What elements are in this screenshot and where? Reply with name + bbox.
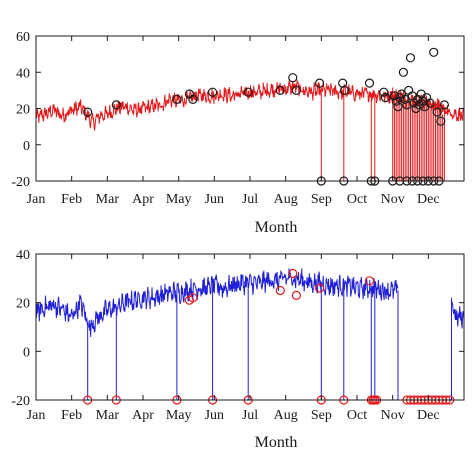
x-tick-label: May (166, 192, 192, 207)
top-chart: -20 0 20 40 60 Jan Feb Mar Apr May Jun Jul Aug Sep Oct… (11, 30, 465, 236)
data-marker (291, 85, 301, 96)
y-tick-label: 40 (16, 248, 30, 263)
data-marker (208, 87, 218, 97)
data-marker (339, 85, 350, 96)
series-line (35, 268, 465, 401)
x-tick-label: Apr (132, 408, 154, 423)
x-tick-label: Aug (274, 408, 298, 423)
x-tick-label: Jul (242, 408, 258, 423)
data-marker (432, 107, 442, 117)
x-axis-label: Month (255, 219, 298, 236)
data-marker (315, 78, 325, 88)
y-tick-label: 0 (23, 139, 30, 154)
data-marker (436, 116, 446, 126)
x-tick-label: May (166, 408, 192, 423)
data-marker (364, 276, 375, 286)
y-tick-label: -20 (11, 394, 30, 409)
data-marker (111, 100, 121, 110)
data-marker (275, 285, 285, 296)
x-tick-label: Sep (311, 408, 332, 423)
data-marker (243, 87, 253, 97)
y-tick-label: 40 (16, 66, 30, 81)
data-marker (338, 78, 348, 88)
x-tick-label: Jul (242, 192, 258, 207)
data-marker (429, 47, 439, 57)
data-marker (393, 102, 403, 112)
data-marker (380, 92, 391, 103)
data-marker (405, 53, 416, 63)
x-tick-label: Jun (205, 408, 224, 423)
y-tick-label: 20 (16, 103, 30, 118)
x-tick-label: Oct (347, 408, 367, 423)
x-tick-label: Aug (274, 192, 298, 207)
data-marker (275, 85, 285, 96)
x-tick-label: Jan (27, 192, 46, 207)
y-tick-label: 60 (16, 30, 30, 45)
data-marker (288, 73, 298, 83)
data-marker (83, 107, 93, 117)
y-tick-label: 0 (23, 345, 30, 360)
x-tick-label: Apr (132, 192, 154, 207)
x-tick-label: Feb (61, 408, 82, 423)
x-tick-label: Mar (96, 408, 120, 423)
x-tick-label: Mar (96, 192, 120, 207)
data-marker (172, 94, 182, 105)
x-tick-label: Sep (311, 192, 332, 207)
x-tick-label: Dec (417, 192, 440, 207)
x-tick-label: Nov (381, 408, 405, 423)
data-marker (439, 100, 449, 110)
y-tick-label: 20 (16, 297, 30, 312)
data-marker (288, 268, 298, 279)
data-marker (315, 283, 325, 293)
data-marker (398, 67, 408, 77)
data-marker (379, 87, 389, 97)
x-tick-label: Oct (347, 192, 367, 207)
x-tick-label: Jun (205, 192, 224, 207)
x-tick-label: Jan (27, 408, 46, 423)
bottom-chart: -20 0 20 40 Jan Feb Mar Apr May Jun Jul Aug Sep Oct No… (11, 248, 465, 451)
data-marker (291, 290, 301, 300)
data-marker (364, 78, 375, 88)
series-line (35, 80, 465, 181)
data-marker (188, 94, 198, 105)
x-tick-label: Feb (61, 192, 82, 207)
data-marker (425, 98, 435, 108)
data-marker (400, 94, 410, 105)
x-tick-label: Dec (417, 408, 440, 423)
x-axis-label: Month (255, 434, 298, 451)
data-marker (188, 293, 198, 303)
x-tick-label: Nov (381, 192, 405, 207)
y-tick-label: -20 (11, 175, 30, 190)
